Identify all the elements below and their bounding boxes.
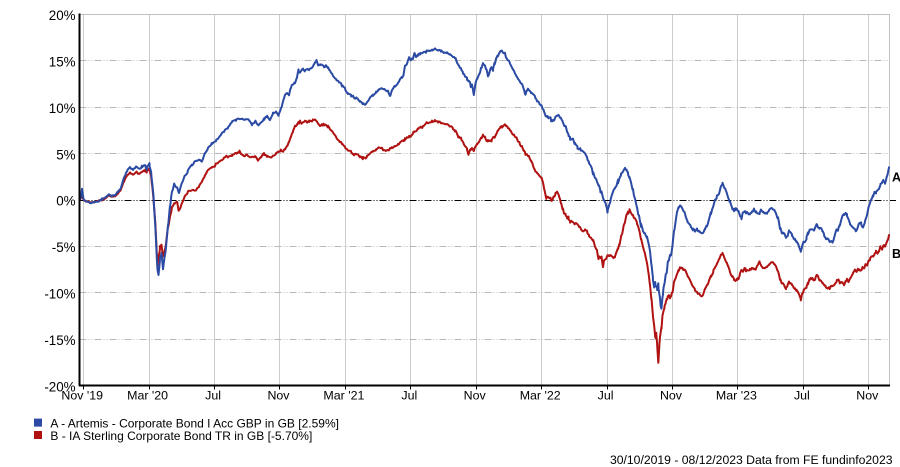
svg-text:Mar '21: Mar '21 <box>323 389 364 403</box>
svg-text:20%: 20% <box>49 8 76 23</box>
svg-text:B: B <box>892 247 900 261</box>
svg-text:Nov: Nov <box>464 389 487 403</box>
svg-text:30/10/2019 - 08/12/2023 Data f: 30/10/2019 - 08/12/2023 Data from FE fun… <box>610 453 893 467</box>
svg-text:Mar '20: Mar '20 <box>127 389 168 403</box>
svg-text:Jul: Jul <box>205 389 221 403</box>
svg-text:-15%: -15% <box>44 333 75 348</box>
svg-text:0%: 0% <box>56 194 75 209</box>
svg-text:-20%: -20% <box>44 379 75 394</box>
svg-text:Mar '22: Mar '22 <box>520 389 561 403</box>
svg-text:Mar '23: Mar '23 <box>716 389 757 403</box>
svg-text:Jul: Jul <box>794 389 810 403</box>
svg-text:A - Artemis - Corporate Bond I: A - Artemis - Corporate Bond I Acc GBP i… <box>50 417 339 431</box>
svg-text:15%: 15% <box>49 54 76 69</box>
svg-text:Nov '19: Nov '19 <box>61 389 103 403</box>
svg-text:Nov: Nov <box>660 389 683 403</box>
svg-text:-5%: -5% <box>52 240 76 255</box>
svg-text:-10%: -10% <box>44 287 75 302</box>
svg-text:Jul: Jul <box>401 389 417 403</box>
svg-text:Jul: Jul <box>598 389 614 403</box>
svg-text:5%: 5% <box>56 147 75 162</box>
svg-text:A: A <box>892 171 900 185</box>
svg-text:Nov: Nov <box>856 389 879 403</box>
svg-text:10%: 10% <box>49 101 76 116</box>
svg-text:B - IA Sterling Corporate Bond: B - IA Sterling Corporate Bond TR in GB … <box>50 429 312 443</box>
svg-text:Nov: Nov <box>267 389 290 403</box>
